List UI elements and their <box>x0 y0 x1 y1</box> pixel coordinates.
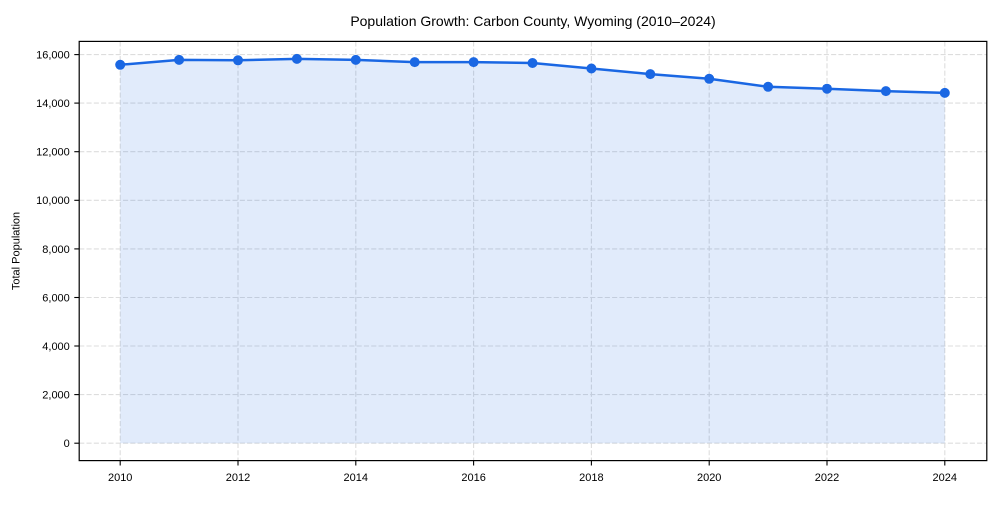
svg-text:2,000: 2,000 <box>42 390 70 402</box>
svg-text:10,000: 10,000 <box>36 195 70 207</box>
svg-text:2018: 2018 <box>579 472 603 484</box>
svg-text:0: 0 <box>64 438 70 450</box>
svg-text:14,000: 14,000 <box>36 98 70 110</box>
svg-text:6,000: 6,000 <box>42 292 70 304</box>
svg-text:Total Population: Total Population <box>11 212 23 290</box>
svg-text:2024: 2024 <box>933 472 957 484</box>
svg-text:2012: 2012 <box>226 472 250 484</box>
svg-text:Population Growth: Carbon Coun: Population Growth: Carbon County, Wyomin… <box>350 13 715 29</box>
svg-text:2022: 2022 <box>815 472 839 484</box>
svg-text:2016: 2016 <box>461 472 485 484</box>
svg-text:12,000: 12,000 <box>36 147 70 159</box>
svg-text:4,000: 4,000 <box>42 341 70 353</box>
svg-text:8,000: 8,000 <box>42 244 70 256</box>
svg-text:2010: 2010 <box>108 472 132 484</box>
svg-text:16,000: 16,000 <box>36 50 70 62</box>
svg-text:2020: 2020 <box>697 472 721 484</box>
svg-text:2014: 2014 <box>344 472 368 484</box>
